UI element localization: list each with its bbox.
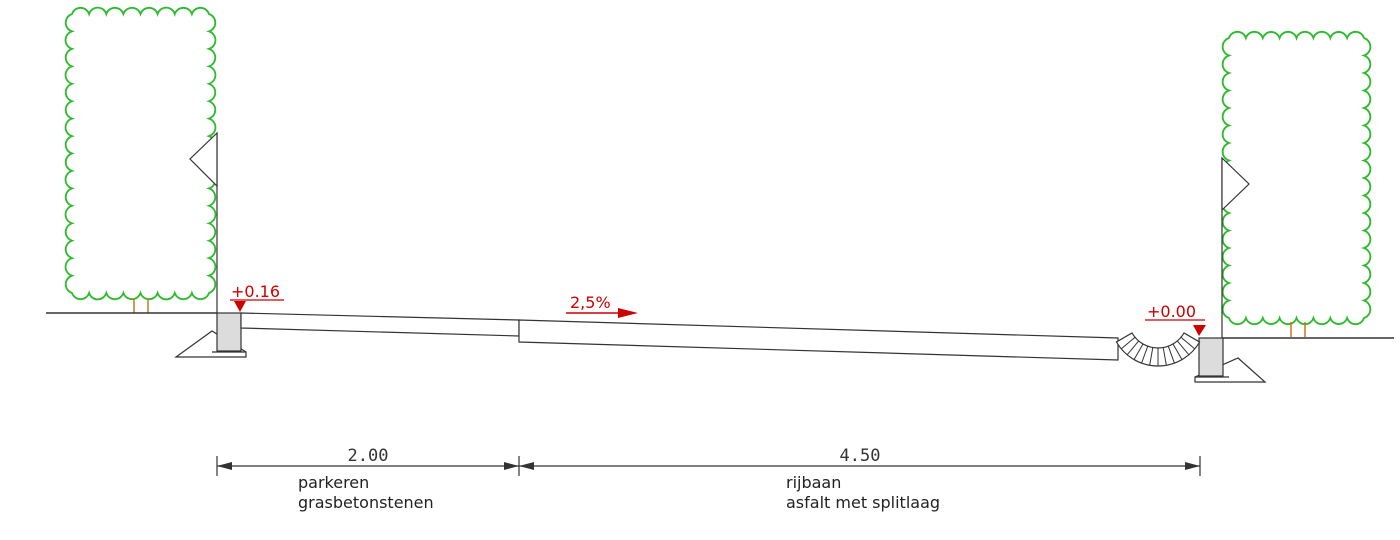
gutter-brick-joint (1176, 340, 1190, 356)
level-right-text: +0.00 (1147, 302, 1196, 321)
dimension-value-parkeren: 2.00 (348, 446, 389, 466)
section-name-parkeren: parkeren (298, 473, 369, 492)
gutter-brick-joint (1167, 346, 1175, 364)
level-marker-left: +0.16 (230, 282, 284, 312)
slope-text: 2,5% (570, 293, 611, 312)
gutter-brick-joint (1133, 343, 1144, 360)
slope-arrow (618, 308, 638, 318)
lamp-post-left (189, 131, 218, 313)
dimension-parkeren: 2.00 parkeren grasbetonstenen (298, 446, 434, 512)
tree-trunk-left (133, 298, 149, 313)
level-marker-right: +0.00 (1145, 302, 1206, 336)
curb-right (1194, 337, 1267, 383)
dimension-rijbaan: 4.50 rijbaan asfalt met splitlaag (786, 446, 940, 512)
level-left-text: +0.16 (231, 282, 280, 301)
gutter-brick-joint (1162, 347, 1167, 366)
gutter-brick-joint (1126, 340, 1140, 356)
parking-pavement (240, 312, 520, 337)
ground-line (46, 312, 1394, 339)
dimension-line (216, 456, 1201, 476)
tree-crown-right (1221, 30, 1372, 326)
section-name-rijbaan: rijbaan (786, 473, 841, 492)
curb-left (174, 312, 247, 358)
gutter-brick-joint (1120, 336, 1136, 350)
road-pavement (518, 319, 1119, 361)
gutter-brick-joint (1141, 346, 1149, 364)
tree-left (64, 6, 217, 313)
gutter-bricks (1115, 332, 1201, 367)
tree-trunk-right (1290, 322, 1306, 337)
lamp-post-right (1221, 156, 1250, 338)
gutter-brick-joint (1172, 343, 1183, 360)
slope-annotation: 2,5% (566, 293, 638, 318)
gutter-brick-joint (1180, 336, 1196, 350)
gutter-brick-joint (1149, 347, 1154, 366)
dimension-value-rijbaan: 4.50 (840, 446, 881, 466)
section-material-parkeren: grasbetonstenen (298, 493, 434, 512)
section-material-rijbaan: asfalt met splitlaag (786, 493, 940, 512)
tree-crown-left (64, 6, 217, 301)
